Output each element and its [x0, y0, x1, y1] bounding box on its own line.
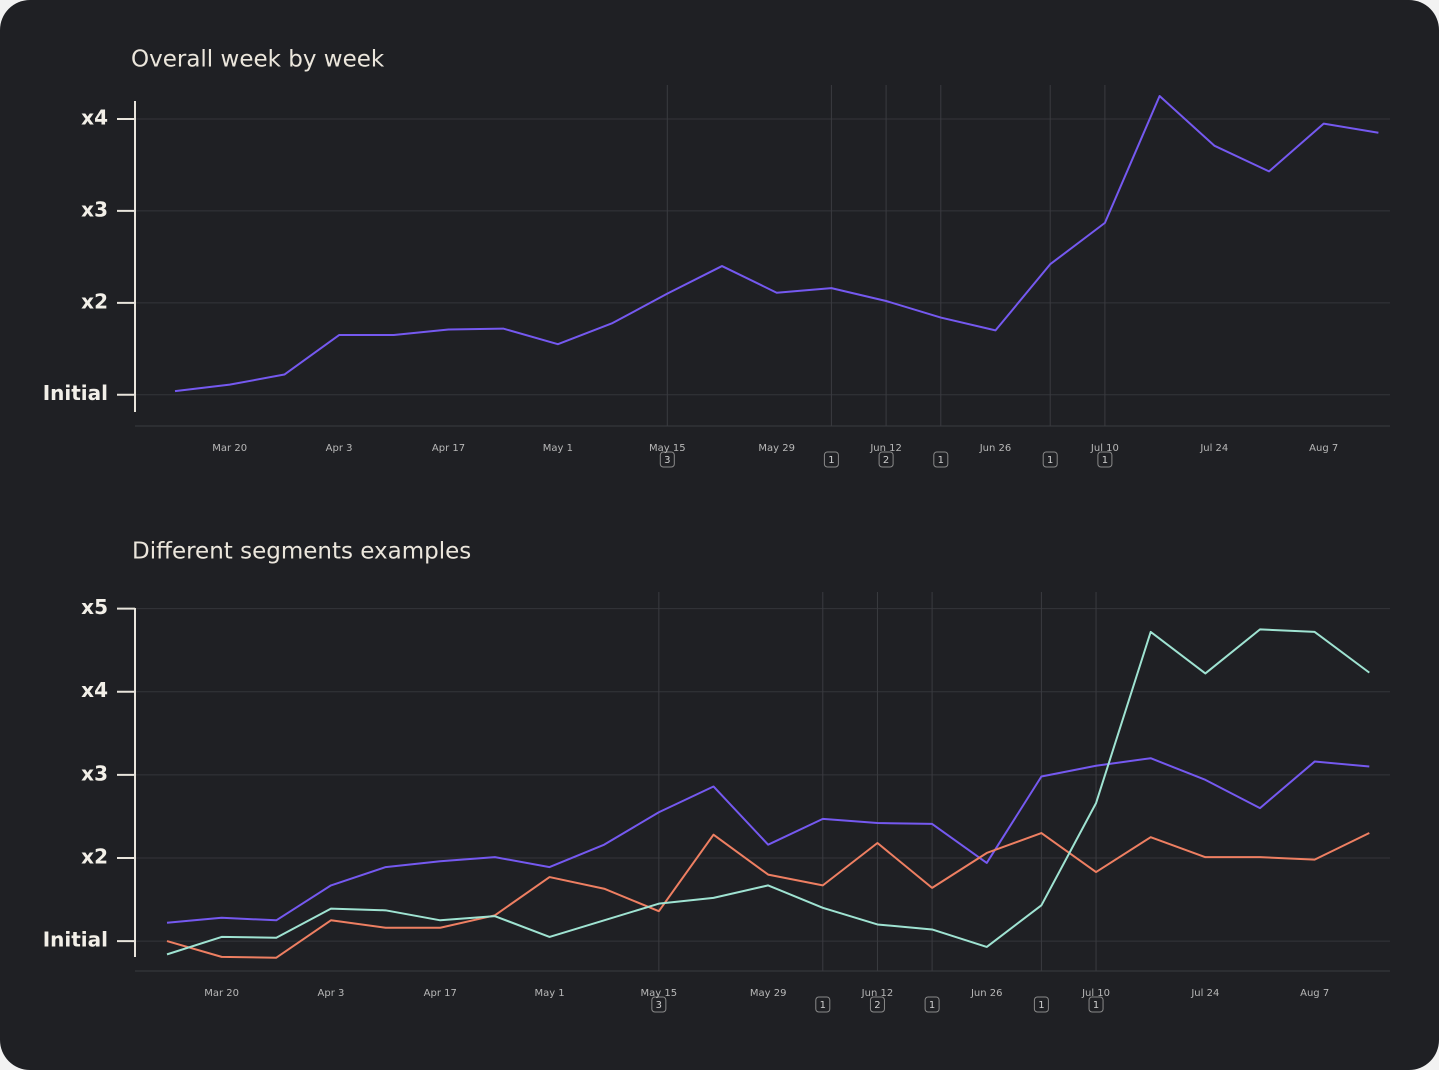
event-count: 1	[1102, 455, 1108, 466]
x-tick-label: Jul 24	[1190, 988, 1219, 999]
event-count: 3	[664, 455, 670, 466]
x-tick-label: Jun 26	[970, 988, 1003, 999]
chart-title: Different segments examples	[132, 539, 471, 565]
event-badge	[924, 996, 940, 1013]
event-count: 1	[938, 455, 944, 466]
event-count: 1	[929, 1000, 935, 1011]
x-tick-label: Jun 12	[861, 988, 894, 999]
x-tick-label: May 15	[649, 443, 686, 454]
event-badge	[815, 996, 831, 1013]
x-tick-label: Apr 3	[318, 988, 345, 999]
series-line	[166, 832, 1370, 959]
x-tick-label: Jul 10	[1081, 988, 1110, 999]
y-tick-label: x2	[81, 289, 108, 313]
event-count: 1	[828, 455, 834, 466]
x-tick-label: Apr 17	[424, 988, 457, 999]
chart-title: Overall week by week	[131, 47, 385, 73]
event-count: 1	[820, 1000, 826, 1011]
event-badge	[1097, 451, 1113, 468]
x-tick-label: May 29	[750, 988, 787, 999]
x-tick-label: May 1	[543, 443, 573, 454]
x-tick-label: May 15	[641, 988, 678, 999]
y-tick-label: x3	[81, 761, 108, 785]
x-tick-label: Jul 10	[1090, 443, 1119, 454]
x-tick-label: May 29	[758, 443, 795, 454]
event-badge	[1042, 451, 1058, 468]
event-badge	[878, 451, 894, 468]
y-tick-label: x5	[81, 595, 108, 619]
event-badge	[659, 451, 675, 468]
event-badge	[823, 451, 839, 468]
x-tick-label: Apr 17	[432, 443, 465, 454]
x-tick-label: Mar 20	[204, 988, 239, 999]
x-tick-label: Apr 3	[326, 443, 353, 454]
event-count: 1	[1047, 455, 1053, 466]
series-line	[166, 757, 1370, 924]
event-count: 2	[883, 455, 889, 466]
event-count: 1	[1038, 1000, 1044, 1011]
event-badge	[1088, 996, 1104, 1013]
y-tick-label: x3	[81, 197, 108, 221]
series-line	[166, 628, 1370, 956]
y-tick-label: Initial	[43, 928, 108, 952]
y-tick-label: x2	[81, 844, 108, 868]
event-badge	[1033, 996, 1049, 1013]
y-tick-label: x4	[81, 678, 108, 702]
x-tick-label: May 1	[534, 988, 564, 999]
event-count: 3	[656, 1000, 662, 1011]
series-line	[174, 95, 1379, 393]
x-tick-label: Jul 24	[1199, 443, 1228, 454]
y-tick-label: x4	[81, 106, 108, 130]
x-tick-label: Aug 7	[1300, 988, 1329, 999]
x-tick-label: Jun 26	[979, 443, 1012, 454]
event-badge	[651, 996, 667, 1013]
event-count: 1	[1093, 1000, 1099, 1011]
event-badge	[869, 996, 885, 1013]
x-tick-label: Aug 7	[1309, 443, 1338, 454]
event-badge	[933, 451, 949, 468]
x-tick-label: Jun 12	[869, 443, 902, 454]
x-tick-label: Mar 20	[212, 443, 247, 454]
event-count: 2	[874, 1000, 880, 1011]
y-tick-label: Initial	[43, 381, 108, 405]
